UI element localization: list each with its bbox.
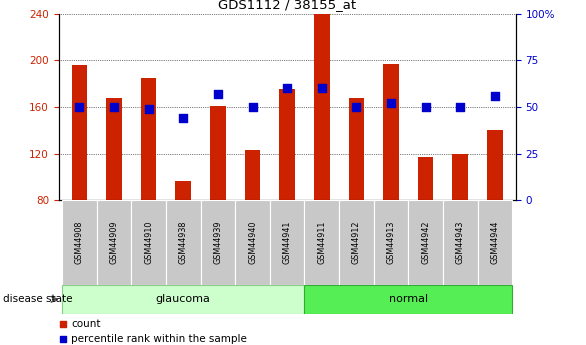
Bar [374, 200, 408, 285]
Bar [383, 64, 399, 200]
Bar [175, 181, 191, 200]
Point [259, 269, 268, 275]
Bar [71, 65, 87, 200]
Bar [62, 200, 97, 285]
Point [317, 86, 326, 91]
Text: GSM44942: GSM44942 [421, 220, 430, 264]
Bar [166, 200, 200, 285]
Text: GSM44939: GSM44939 [213, 220, 222, 264]
Text: GSM44941: GSM44941 [282, 221, 292, 264]
Point [213, 91, 223, 97]
Bar [349, 98, 364, 200]
Point [490, 93, 500, 99]
Point [259, 136, 268, 141]
Text: GSM44938: GSM44938 [179, 221, 188, 264]
Point [455, 104, 465, 110]
Text: GSM44913: GSM44913 [387, 221, 396, 264]
Bar [443, 200, 478, 285]
Text: GSM44912: GSM44912 [352, 220, 361, 264]
Text: count: count [71, 319, 101, 329]
Bar [106, 98, 122, 200]
Point [282, 86, 292, 91]
Point [352, 104, 361, 110]
Text: GSM44908: GSM44908 [75, 221, 84, 264]
Bar [339, 200, 374, 285]
Bar [270, 200, 305, 285]
Point [74, 104, 84, 110]
Bar [408, 200, 443, 285]
Bar [141, 78, 156, 200]
Bar [97, 200, 131, 285]
Bar [62, 285, 305, 314]
Bar [314, 14, 329, 200]
Point [421, 104, 430, 110]
Point [248, 104, 257, 110]
Point [386, 100, 396, 106]
Text: GSM44940: GSM44940 [248, 221, 257, 264]
Bar [452, 154, 468, 200]
Bar [200, 200, 235, 285]
Text: GSM44910: GSM44910 [144, 221, 153, 264]
Text: glaucoma: glaucoma [156, 294, 211, 304]
Text: GSM44909: GSM44909 [110, 220, 118, 264]
Bar [305, 200, 339, 285]
Text: normal: normal [389, 294, 428, 304]
Text: GSM44911: GSM44911 [317, 221, 326, 264]
Bar [478, 200, 512, 285]
Bar [235, 200, 270, 285]
Point [179, 115, 188, 121]
Bar [305, 285, 512, 314]
Title: GDS1112 / 38155_at: GDS1112 / 38155_at [218, 0, 356, 11]
Bar [280, 89, 295, 200]
Point [144, 106, 154, 111]
Bar [245, 150, 260, 200]
Bar [210, 106, 226, 200]
Point [110, 104, 119, 110]
Text: GSM44944: GSM44944 [490, 221, 499, 264]
Bar [131, 200, 166, 285]
Text: percentile rank within the sample: percentile rank within the sample [71, 334, 247, 344]
Bar [487, 130, 503, 200]
Text: GSM44943: GSM44943 [456, 221, 465, 264]
Text: disease state: disease state [3, 295, 73, 304]
Bar [418, 157, 434, 200]
